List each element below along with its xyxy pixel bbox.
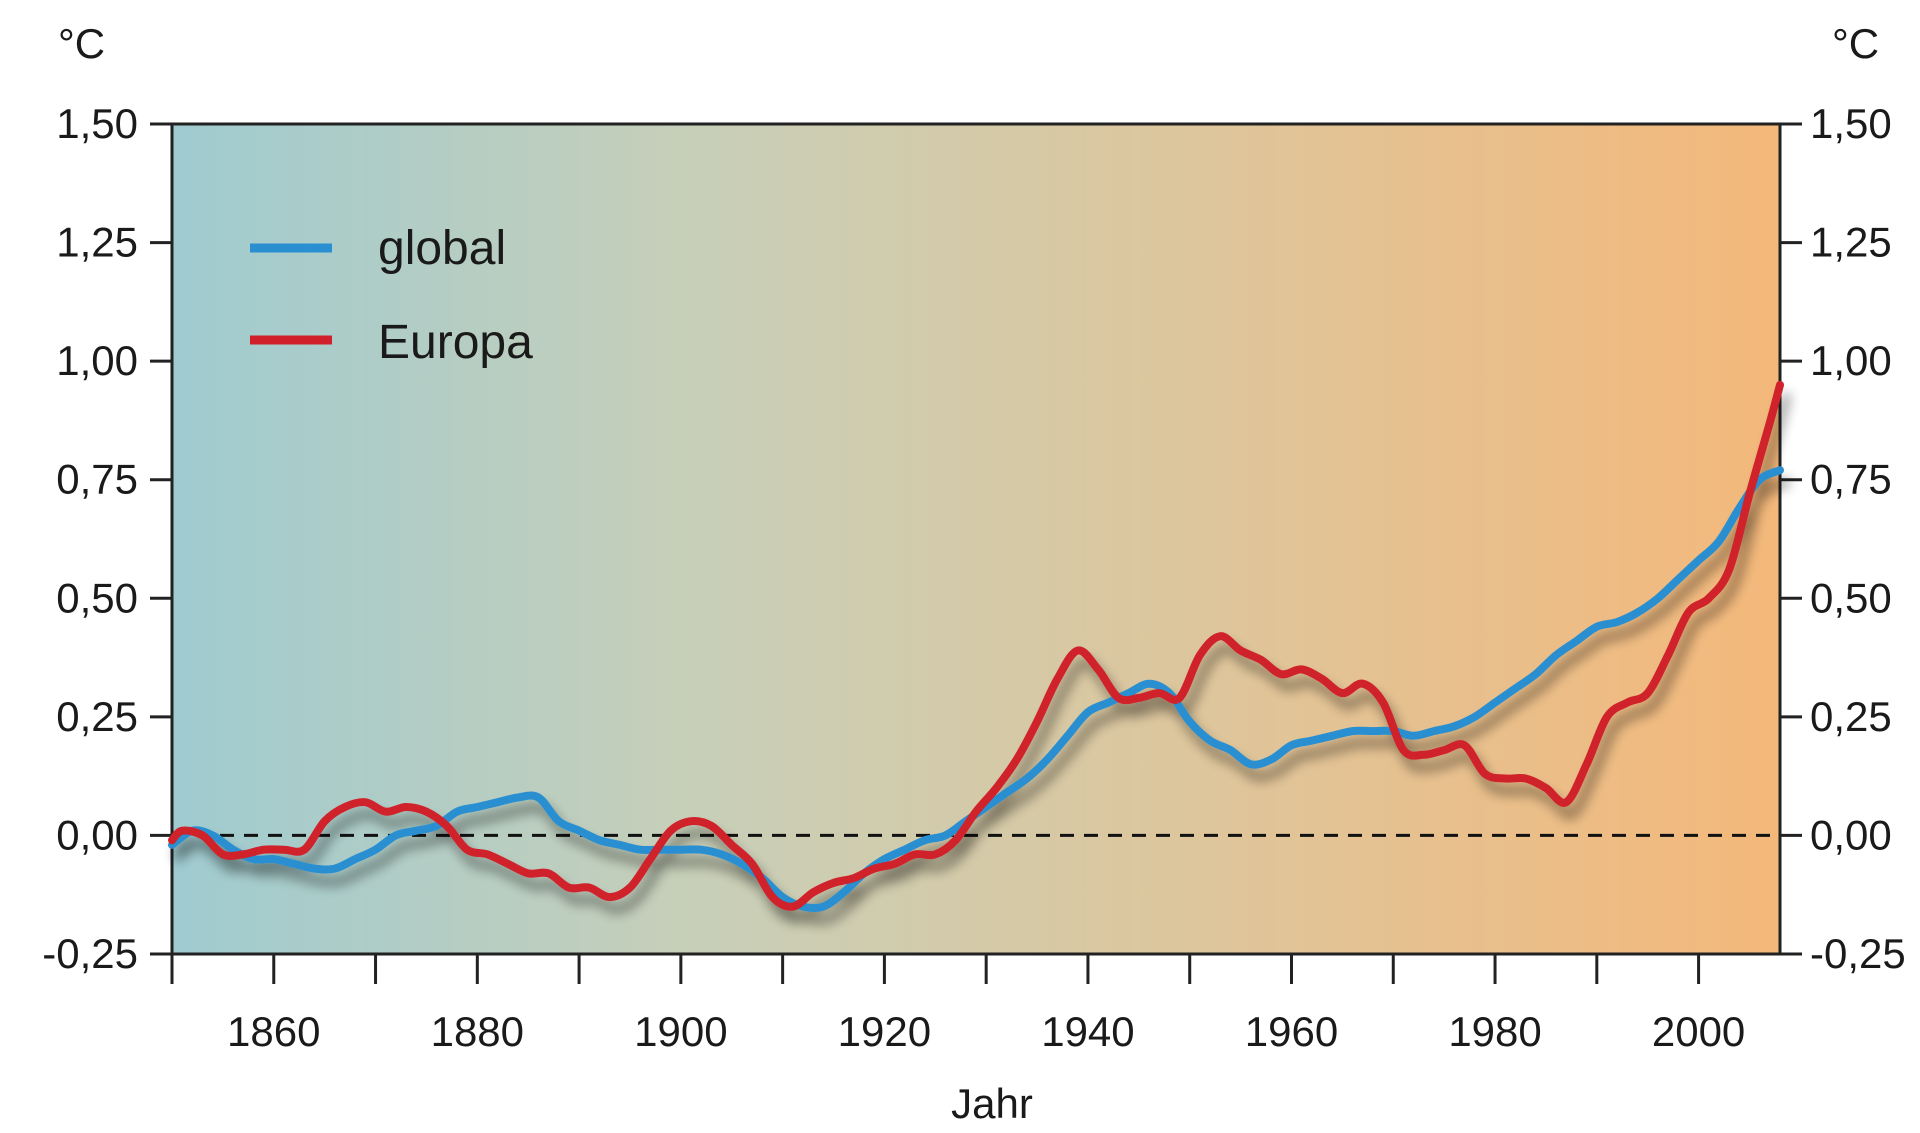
legend-label-global: global <box>378 222 506 275</box>
y-left-tick-label: 0,25 <box>56 693 138 740</box>
y-right-tick-label: 1,25 <box>1810 219 1892 266</box>
y-left-tick-label: -0,25 <box>42 930 138 977</box>
x-tick-label-2000: 2000 <box>1652 1008 1745 1055</box>
y-axis-left: 1,50 1,25 1,00 0,75 0,50 0,25 0,00 -0,25 <box>42 100 172 977</box>
y-left-tick-label: 1,25 <box>56 219 138 266</box>
x-tick-label-1960: 1960 <box>1245 1008 1338 1055</box>
y-right-tick-label: 1,50 <box>1810 100 1892 147</box>
y-right-tick-label: -0,25 <box>1810 930 1906 977</box>
legend: global Europa <box>250 222 533 369</box>
y-left-tick-label: 1,50 <box>56 100 138 147</box>
x-tick-label-1900: 1900 <box>634 1008 727 1055</box>
y-right-tick-label: 1,00 <box>1810 337 1892 384</box>
y-axis-left-unit: °C <box>58 20 105 67</box>
series-layer <box>168 380 1784 913</box>
x-tick-label-1940: 1940 <box>1041 1008 1134 1055</box>
y-left-tick-label: 0,00 <box>56 811 138 858</box>
y-left-tick-label: 0,75 <box>56 456 138 503</box>
x-tick-label-1880: 1880 <box>431 1008 524 1055</box>
y-right-tick-label: 0,25 <box>1810 693 1892 740</box>
x-tick-label-1980: 1980 <box>1448 1008 1541 1055</box>
y-axis-right: 1,50 1,25 1,00 0,75 0,50 0,25 0,00 -0,25 <box>1780 100 1906 977</box>
y-left-tick-label: 1,00 <box>56 337 138 384</box>
x-axis-title: Jahr <box>951 1080 1033 1127</box>
x-tick-label-1920: 1920 <box>838 1008 931 1055</box>
legend-label-europa: Europa <box>378 316 533 369</box>
y-axis-right-unit: °C <box>1832 20 1879 67</box>
y-left-tick-label: 0,50 <box>56 574 138 621</box>
x-tick-label-1860: 1860 <box>227 1008 320 1055</box>
series-line-europa <box>168 380 1784 911</box>
x-axis: 1860 1880 1900 1920 1940 1960 1980 2000 <box>170 954 1745 1055</box>
y-right-tick-label: 0,50 <box>1810 574 1892 621</box>
y-right-tick-label: 0,75 <box>1810 456 1892 503</box>
y-right-tick-label: 0,00 <box>1810 811 1892 858</box>
